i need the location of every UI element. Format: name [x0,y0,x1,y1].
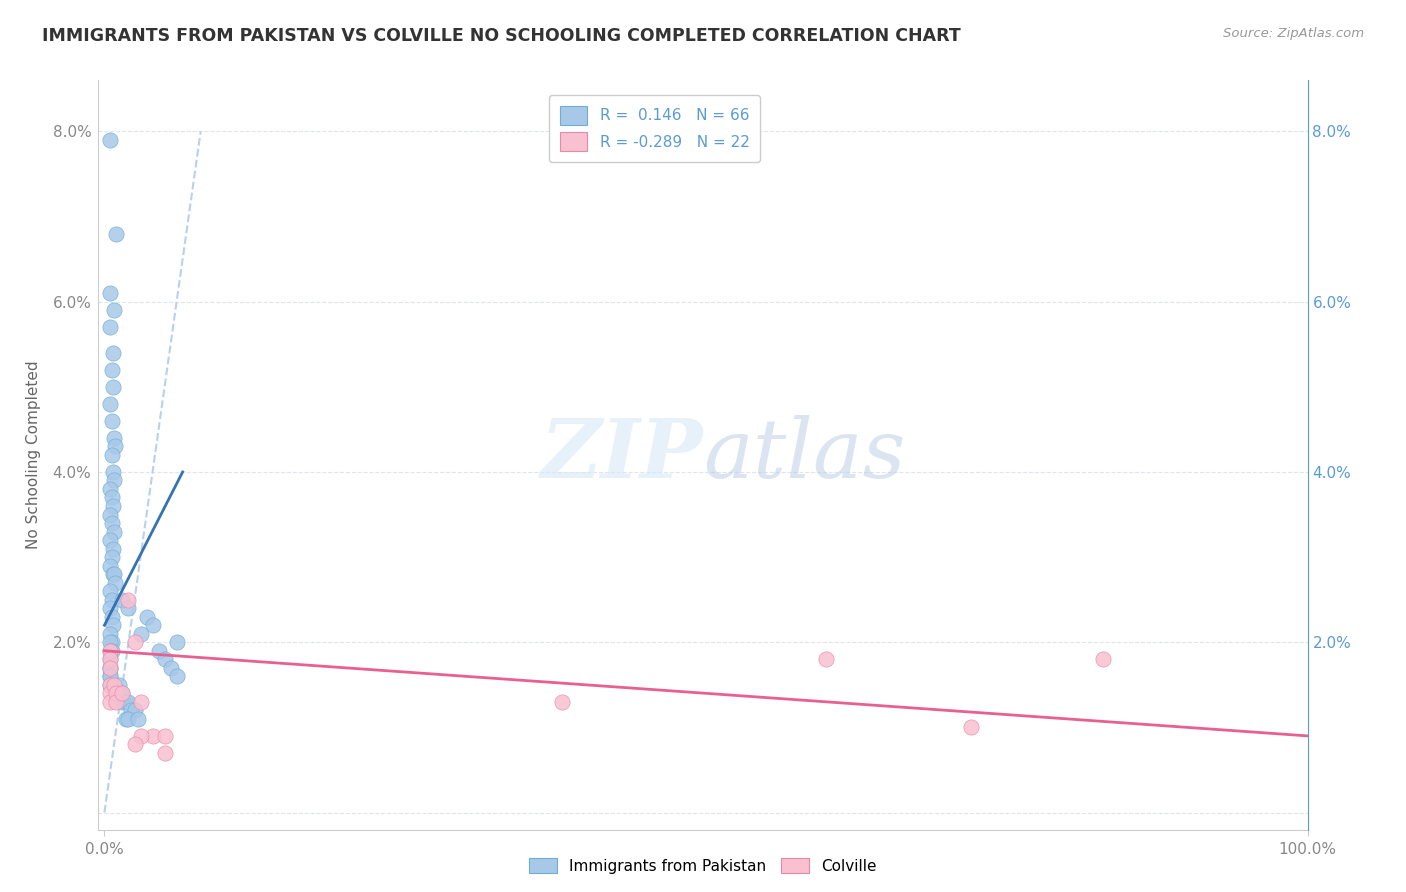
Point [111,695,134,709]
Point [100,609,122,624]
Point [108,678,131,692]
Point [108,686,131,700]
Point [159,661,181,675]
Point [100,635,122,649]
Point [103,431,125,445]
Point [100,661,122,675]
Point [148,644,170,658]
Point [129,626,152,640]
Point [103,524,125,539]
Point [124,635,146,649]
Y-axis label: No Schooling Completed: No Schooling Completed [27,360,42,549]
Point [124,703,146,717]
Point [100,363,122,377]
Text: IMMIGRANTS FROM PAKISTAN VS COLVILLE NO SCHOOLING COMPLETED CORRELATION CHART: IMMIGRANTS FROM PAKISTAN VS COLVILLE NO … [42,27,960,45]
Point [101,499,124,513]
Point [105,686,128,700]
Point [153,746,176,760]
Point [117,712,139,726]
Point [142,729,165,743]
Point [101,567,124,582]
Point [815,652,838,666]
Point [166,635,188,649]
Point [104,439,127,453]
Point [100,516,122,530]
Point [100,558,122,573]
Point [100,661,122,675]
Point [100,652,122,666]
Point [100,414,122,428]
Point [127,712,149,726]
Point [105,695,128,709]
Point [100,644,122,658]
Point [100,584,122,599]
Point [105,686,128,700]
Point [100,601,122,615]
Point [111,686,134,700]
Point [142,618,165,632]
Point [550,695,572,709]
Point [100,482,122,496]
Point [1092,652,1115,666]
Point [100,661,122,675]
Point [101,465,124,479]
Point [100,533,122,547]
Point [117,601,139,615]
Point [100,286,122,301]
Point [100,592,122,607]
Point [111,592,134,607]
Point [103,678,125,692]
Point [129,729,152,743]
Point [100,678,122,692]
Point [115,695,138,709]
Point [103,567,125,582]
Point [117,592,139,607]
Point [103,474,125,488]
Text: atlas: atlas [703,415,905,495]
Point [100,397,122,411]
Point [100,669,122,683]
Text: ZIP: ZIP [540,415,703,495]
Point [111,686,134,700]
Point [100,644,122,658]
Point [135,609,157,624]
Point [101,618,124,632]
Point [120,703,142,717]
Point [103,303,125,318]
Point [153,729,176,743]
Point [115,712,138,726]
Point [129,695,152,709]
Point [100,644,122,658]
Point [100,491,122,505]
Point [101,380,124,394]
Point [100,626,122,640]
Point [100,652,122,666]
Point [100,448,122,462]
Point [117,695,139,709]
Point [100,635,122,649]
Point [100,550,122,565]
Point [100,678,122,692]
Legend: R =  0.146   N = 66, R = -0.289   N = 22: R = 0.146 N = 66, R = -0.289 N = 22 [550,95,761,161]
Point [101,541,124,556]
Point [153,652,176,666]
Text: Source: ZipAtlas.com: Source: ZipAtlas.com [1223,27,1364,40]
Point [101,345,124,359]
Legend: Immigrants from Pakistan, Colville: Immigrants from Pakistan, Colville [523,852,883,880]
Point [166,669,188,683]
Point [100,320,122,334]
Point [100,133,122,147]
Point [124,738,146,752]
Point [100,508,122,522]
Point [104,575,127,590]
Point [100,686,122,700]
Point [959,720,981,734]
Point [105,227,128,241]
Point [100,669,122,683]
Point [100,695,122,709]
